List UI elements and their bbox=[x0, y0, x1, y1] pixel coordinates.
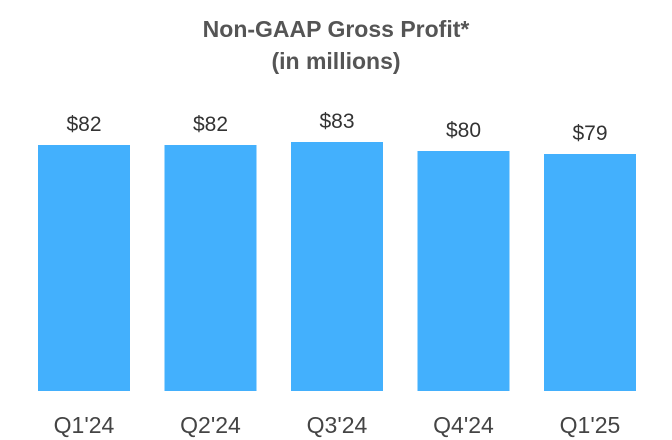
bar-5 bbox=[544, 154, 636, 391]
x-tick-label: Q1'25 bbox=[560, 412, 621, 438]
bar-3 bbox=[291, 142, 383, 391]
x-tick-label: Q4'24 bbox=[433, 412, 494, 438]
chart-title: Non-GAAP Gross Profit* bbox=[202, 16, 470, 42]
category-axis-labels: Q1'24 Q2'24 Q3'24 Q4'24 Q1'25 bbox=[54, 412, 621, 438]
chart-subtitle: (in millions) bbox=[271, 48, 401, 74]
bar-value-label: $82 bbox=[193, 113, 228, 136]
bar-4 bbox=[417, 151, 510, 391]
x-tick-label: Q3'24 bbox=[307, 412, 368, 438]
bar-2 bbox=[164, 145, 257, 391]
bar-1 bbox=[38, 145, 130, 391]
x-tick-label: Q1'24 bbox=[54, 412, 115, 438]
bar-value-label: $80 bbox=[446, 119, 481, 142]
bars bbox=[38, 142, 636, 391]
value-labels: $82 $82 $83 $80 $79 bbox=[66, 110, 607, 145]
x-tick-label: Q2'24 bbox=[180, 412, 241, 438]
bar-value-label: $82 bbox=[66, 113, 101, 136]
bar-value-label: $79 bbox=[572, 122, 607, 145]
bar-value-label: $83 bbox=[319, 110, 354, 133]
